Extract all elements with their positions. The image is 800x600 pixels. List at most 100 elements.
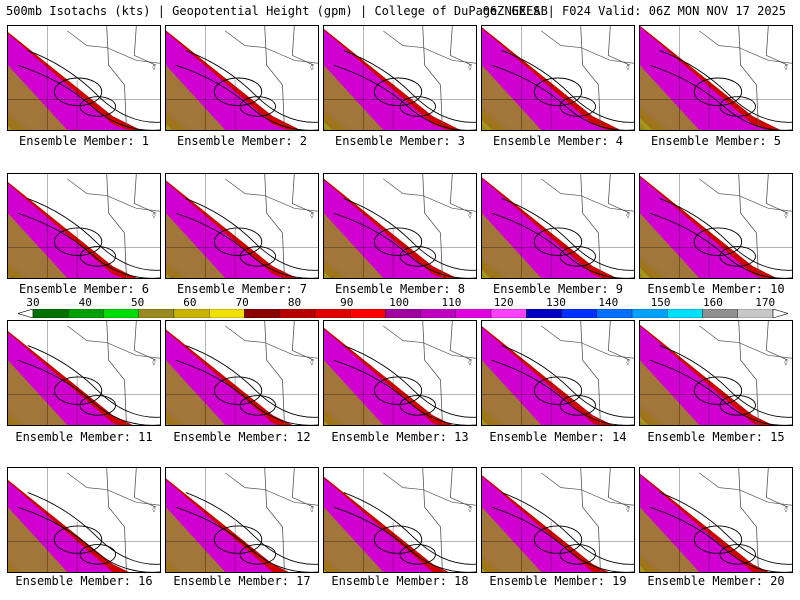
ensemble-map-panel: ◊ xyxy=(165,25,319,131)
svg-text:◊: ◊ xyxy=(784,506,788,513)
colorbar-segment xyxy=(173,309,210,318)
svg-text:◊: ◊ xyxy=(626,64,630,71)
colorbar-tick-label: 160 xyxy=(702,296,723,309)
colorbar-segment xyxy=(596,309,633,318)
svg-text:◊: ◊ xyxy=(468,506,472,513)
ensemble-member-label: Ensemble Member: 18 xyxy=(331,574,469,588)
colorbar-segment xyxy=(209,309,245,318)
svg-text:◊: ◊ xyxy=(626,212,630,219)
ensemble-member-label: Ensemble Member: 19 xyxy=(489,574,627,588)
svg-text:◊: ◊ xyxy=(152,212,156,219)
colorbar-right-arrow xyxy=(772,309,788,318)
svg-text:◊: ◊ xyxy=(468,359,472,366)
colorbar-segment xyxy=(279,309,316,318)
colorbar-segment xyxy=(138,309,175,318)
colorbar-tick-label: 170 xyxy=(755,296,776,309)
ensemble-member-label: Ensemble Member: 2 xyxy=(176,134,308,148)
ensemble-map-panel: ◊ xyxy=(639,173,793,279)
ensemble-map-panel: ◊ xyxy=(165,467,319,573)
colorbar-segment xyxy=(631,309,668,318)
model-run-info: 06Z GEFS | F024 Valid: 06Z MON NOV 17 20… xyxy=(482,4,786,18)
svg-text:◊: ◊ xyxy=(468,64,472,71)
svg-text:◊: ◊ xyxy=(626,359,630,366)
ensemble-member-label: Ensemble Member: 20 xyxy=(647,574,785,588)
ensemble-member-label: Ensemble Member: 13 xyxy=(331,430,469,444)
ensemble-member-label: Ensemble Member: 7 xyxy=(176,282,308,296)
colorbar-segment xyxy=(349,309,386,318)
ensemble-map-panel: ◊ xyxy=(7,173,161,279)
colorbar-segment xyxy=(702,309,738,318)
svg-text:◊: ◊ xyxy=(626,506,630,513)
colorbar-tick-label: 120 xyxy=(493,296,514,309)
product-title: 500mb Isotachs (kts) | Geopotential Heig… xyxy=(6,4,548,18)
ensemble-member-label: Ensemble Member: 16 xyxy=(15,574,153,588)
ensemble-map-panel: ◊ xyxy=(481,25,635,131)
colorbar-segment xyxy=(385,309,421,318)
ensemble-member-label: Ensemble Member: 17 xyxy=(173,574,311,588)
colorbar-tick-label: 40 xyxy=(78,296,92,309)
colorbar-tick-label: 140 xyxy=(598,296,619,309)
ensemble-member-label: Ensemble Member: 11 xyxy=(15,430,153,444)
ensemble-map-panel: ◊ xyxy=(323,173,477,279)
ensemble-map-panel: ◊ xyxy=(323,25,477,131)
svg-text:◊: ◊ xyxy=(152,64,156,71)
ensemble-member-label: Ensemble Member: 3 xyxy=(334,134,466,148)
colorbar-segment xyxy=(32,309,69,318)
ensemble-map-panel: ◊ xyxy=(165,173,319,279)
svg-text:◊: ◊ xyxy=(152,359,156,366)
svg-text:◊: ◊ xyxy=(468,212,472,219)
ensemble-map-panel: ◊ xyxy=(639,467,793,573)
ensemble-map-panel: ◊ xyxy=(7,25,161,131)
ensemble-map-panel: ◊ xyxy=(323,467,477,573)
colorbar-segment xyxy=(68,309,104,318)
colorbar-tick-label: 30 xyxy=(26,296,40,309)
ensemble-member-label: Ensemble Member: 12 xyxy=(173,430,311,444)
ensemble-member-label: Ensemble Member: 8 xyxy=(334,282,466,296)
colorbar-tick-label: 60 xyxy=(183,296,197,309)
ensemble-member-label: Ensemble Member: 10 xyxy=(647,282,785,296)
colorbar-segment xyxy=(737,309,774,318)
ensemble-map-panel: ◊ xyxy=(481,320,635,426)
ensemble-member-label: Ensemble Member: 5 xyxy=(650,134,782,148)
svg-text:◊: ◊ xyxy=(152,506,156,513)
ensemble-map-panel: ◊ xyxy=(481,467,635,573)
colorbar-segment xyxy=(314,309,351,318)
colorbar-segment xyxy=(103,309,139,318)
ensemble-map-panel: ◊ xyxy=(481,173,635,279)
colorbar-tick-label: 90 xyxy=(340,296,354,309)
ensemble-member-label: Ensemble Member: 6 xyxy=(18,282,150,296)
svg-text:◊: ◊ xyxy=(784,64,788,71)
ensemble-member-label: Ensemble Member: 14 xyxy=(489,430,627,444)
svg-text:◊: ◊ xyxy=(784,359,788,366)
ensemble-map-panel: ◊ xyxy=(639,25,793,131)
svg-text:◊: ◊ xyxy=(310,359,314,366)
colorbar-segment xyxy=(455,309,492,318)
colorbar-segment xyxy=(490,309,527,318)
colorbar-labels: 30 40 50 60 70 80 90 100 110 120 130 140 150 160 170 xyxy=(0,296,800,309)
header: 500mb Isotachs (kts) | Geopotential Heig… xyxy=(0,0,800,22)
colorbar-tick-label: 70 xyxy=(235,296,249,309)
colorbar-segment xyxy=(667,309,703,318)
ensemble-map-panel: ◊ xyxy=(165,320,319,426)
ensemble-member-label: Ensemble Member: 4 xyxy=(492,134,624,148)
colorbar-segment xyxy=(420,309,457,318)
colorbar-tick-label: 130 xyxy=(546,296,566,309)
speed-colorbar: 30 40 50 60 70 80 90 100 110 120 130 140 150 160 170 xyxy=(0,296,800,320)
colorbar-bar xyxy=(18,309,788,318)
svg-text:◊: ◊ xyxy=(310,212,314,219)
ensemble-map-panel: ◊ xyxy=(7,320,161,426)
colorbar-segment xyxy=(561,309,597,318)
ensemble-member-label: Ensemble Member: 9 xyxy=(492,282,624,296)
colorbar-tick-label: 110 xyxy=(441,296,462,309)
svg-text:◊: ◊ xyxy=(784,212,788,219)
colorbar-segment xyxy=(526,309,562,318)
ensemble-map-panel: ◊ xyxy=(323,320,477,426)
colorbar-tick-label: 80 xyxy=(287,296,302,309)
ensemble-map-panel: ◊ xyxy=(7,467,161,573)
ensemble-member-label: Ensemble Member: 1 xyxy=(18,134,150,148)
svg-text:◊: ◊ xyxy=(310,506,314,513)
colorbar-tick-label: 150 xyxy=(650,296,671,309)
colorbar-tick-label: 50 xyxy=(130,296,145,309)
colorbar-tick-label: 100 xyxy=(389,296,410,309)
colorbar-left-arrow xyxy=(18,309,34,318)
